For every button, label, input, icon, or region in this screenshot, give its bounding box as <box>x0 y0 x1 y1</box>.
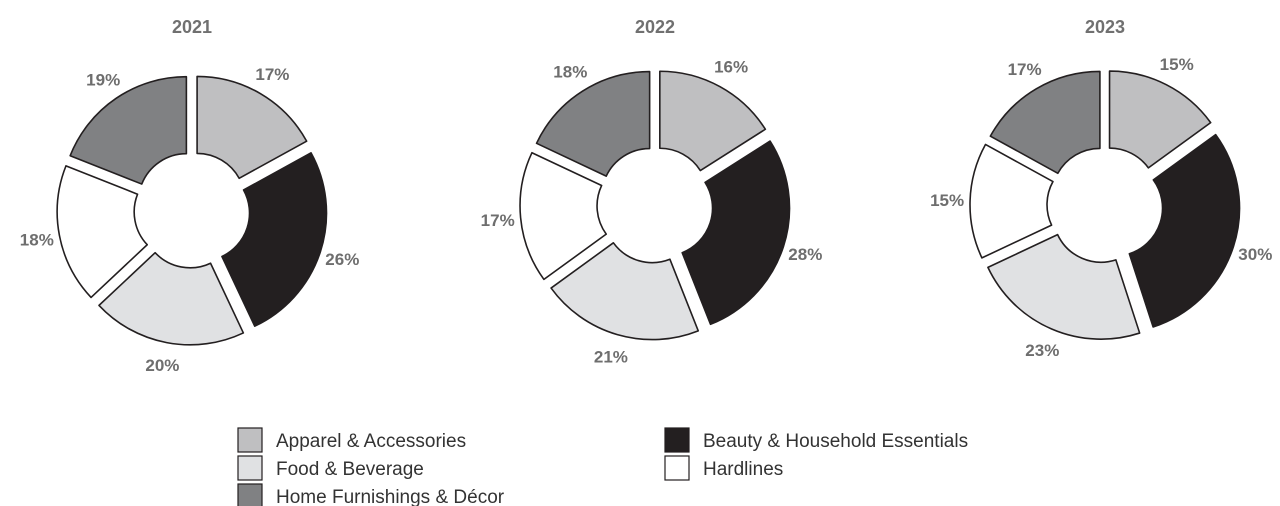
slice-food-and-beverage <box>987 233 1141 340</box>
slice-hardlines <box>969 143 1054 259</box>
slice-label-beauty-and-household-essentials: 26% <box>325 250 359 269</box>
slice-home-furnishings-and-decor <box>989 70 1101 175</box>
slice-label-apparel-and-accessories: 17% <box>255 65 289 84</box>
legend-swatch <box>237 427 263 453</box>
slice-food-and-beverage <box>98 251 245 346</box>
legend: Apparel & Accessories Beauty & Household … <box>237 427 968 506</box>
slice-label-food-and-beverage: 20% <box>145 356 179 375</box>
donut-chart-2022: 2022 16% 28% 21% 17% 18% <box>481 17 823 367</box>
legend-label: Beauty & Household Essentials <box>703 431 968 452</box>
charts-layer: 202117%26%20%18%19%202216%28%21%17%18%20… <box>20 17 1273 375</box>
donut-chart-2021: 2021 17% 26% 20% 18% 19% <box>20 17 360 375</box>
legend-label: Home Furnishings & Décor <box>276 487 505 506</box>
slice-label-beauty-and-household-essentials: 28% <box>788 245 822 264</box>
slice-home-furnishings-and-decor <box>69 75 188 185</box>
legend-swatch <box>237 455 263 481</box>
slice-apparel-and-accessories <box>196 75 308 180</box>
slice-label-beauty-and-household-essentials: 30% <box>1238 245 1272 264</box>
slice-label-home-furnishings-and-decor: 18% <box>553 63 587 82</box>
slice-apparel-and-accessories <box>1108 70 1212 169</box>
slice-food-and-beverage <box>550 242 700 341</box>
slice-beauty-and-household-essentials <box>681 140 791 326</box>
legend-swatch <box>664 455 690 481</box>
legend-swatch <box>664 427 690 453</box>
legend-item-food-and-beverage: Food & Beverage <box>237 455 424 481</box>
chart-title: 2023 <box>1085 17 1125 37</box>
slice-apparel-and-accessories <box>659 70 767 172</box>
slice-beauty-and-household-essentials <box>1128 133 1241 328</box>
slice-hardlines <box>56 165 148 299</box>
slice-hardlines <box>519 151 608 281</box>
slice-label-hardlines: 15% <box>930 191 964 210</box>
slice-label-home-furnishings-and-decor: 17% <box>1008 60 1042 79</box>
legend-item-home-furnishings-and-decor: Home Furnishings & Décor <box>237 483 505 506</box>
slice-label-hardlines: 17% <box>481 211 515 230</box>
legend-label: Food & Beverage <box>276 459 424 480</box>
slice-label-food-and-beverage: 23% <box>1025 341 1059 360</box>
slice-label-apparel-and-accessories: 16% <box>714 58 748 77</box>
legend-item-beauty-and-household-essentials: Beauty & Household Essentials <box>664 427 968 453</box>
slice-home-furnishings-and-decor <box>535 70 651 177</box>
legend-swatch <box>237 483 263 506</box>
slice-label-apparel-and-accessories: 15% <box>1160 55 1194 74</box>
legend-label: Apparel & Accessories <box>276 431 466 452</box>
chart-title: 2021 <box>172 17 212 37</box>
legend-label: Hardlines <box>703 459 783 480</box>
slice-beauty-and-household-essentials <box>221 152 328 327</box>
legend-item-hardlines: Hardlines <box>664 455 783 481</box>
chart-title: 2022 <box>635 17 675 37</box>
slice-label-hardlines: 18% <box>20 231 54 250</box>
legend-item-apparel-and-accessories: Apparel & Accessories <box>237 427 466 453</box>
slice-label-food-and-beverage: 21% <box>594 348 628 367</box>
slice-label-home-furnishings-and-decor: 19% <box>86 70 120 89</box>
donut-chart-2023: 2023 15% 30% 23% 15% 17% <box>930 17 1272 360</box>
